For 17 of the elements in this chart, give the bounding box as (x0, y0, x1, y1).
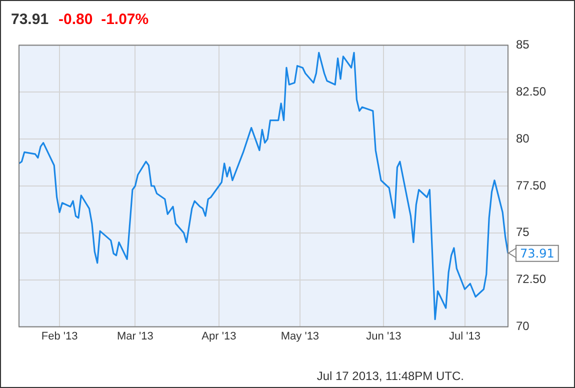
chart-title: 73.91 (11, 11, 49, 28)
x-tick-label: May '13 (280, 330, 320, 342)
x-tick-label: Jul '13 (449, 330, 480, 342)
y-tick-label: 70 (516, 319, 530, 334)
x-tick-label: Feb '13 (41, 330, 78, 342)
annotation: 73.91 (520, 246, 554, 261)
text: Jul 17 2013, 11:48PM UTC. (316, 369, 464, 383)
y-tick-label: 80 (516, 131, 530, 146)
y-tick-label: 82.50 (516, 84, 546, 98)
x-tick-label: Apr '13 (202, 330, 236, 342)
x-tick-label: Jun '13 (366, 330, 402, 342)
y-tick-label: 85 (516, 38, 530, 52)
y-tick-label: 72.50 (516, 272, 546, 286)
y-tick-label: 75 (516, 225, 530, 240)
chart-subtitle: -0.80 -1.07% (58, 11, 149, 28)
x-tick-label: Mar '13 (117, 330, 154, 342)
y-tick-label: 77.50 (516, 178, 546, 192)
